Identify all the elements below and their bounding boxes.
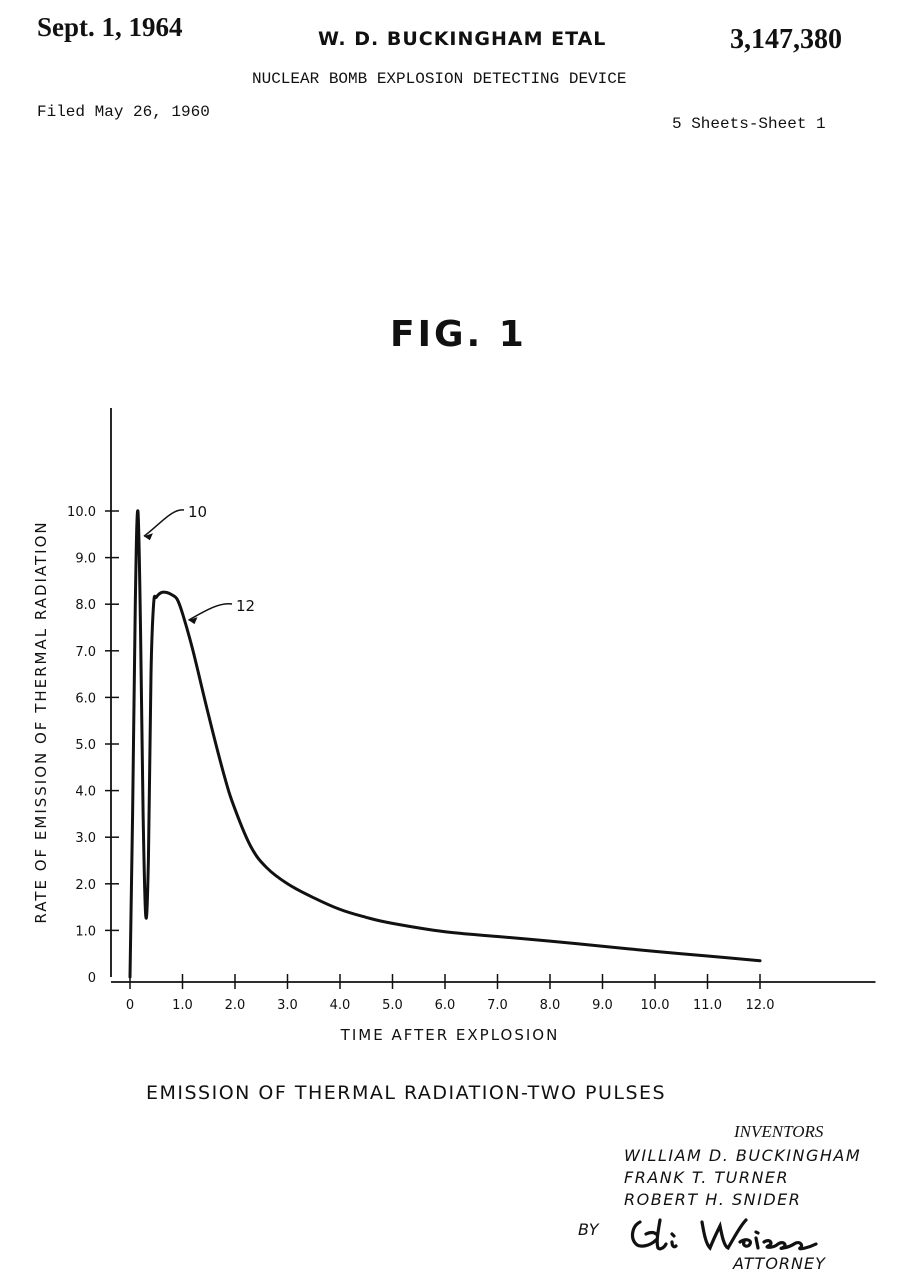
x-tick-label: 4.0 <box>330 998 351 1013</box>
x-tick-label: 12.0 <box>746 998 775 1013</box>
y-tick-label: 4.0 <box>75 785 96 800</box>
x-tick-label: 10.0 <box>641 998 670 1013</box>
emission-curve <box>128 509 762 979</box>
x-tick-label: 0 <box>126 998 134 1013</box>
x-tick-label: 5.0 <box>382 998 403 1013</box>
patent-number: 3,147,380 <box>730 24 842 55</box>
x-tick-label: 1.0 <box>172 998 193 1013</box>
patent-title: NUCLEAR BOMB EXPLOSION DETECTING DEVICE <box>252 70 627 88</box>
chart-ticks: 0 1.0 2.0 3.0 4.0 5.0 6.0 7.0 8.0 9.0 10.0 0 1.0 2.0 3… <box>67 505 774 1013</box>
annotation-label: 12 <box>236 597 255 615</box>
filed-date: Filed May 26, 1960 <box>37 103 210 121</box>
inventor-name: FRANK T. TURNER <box>624 1168 790 1187</box>
annotation-arrowhead <box>188 617 198 625</box>
y-tick-label: 0 <box>88 971 96 986</box>
y-tick-label: 1.0 <box>75 924 96 939</box>
patent-date: Sept. 1, 1964 <box>37 12 183 42</box>
x-tick-label: 8.0 <box>540 998 561 1013</box>
y-tick-label: 10.0 <box>67 505 96 520</box>
x-tick-label: 9.0 <box>592 998 613 1013</box>
x-tick-label: 11.0 <box>693 998 722 1013</box>
inventor-name: ROBERT H. SNIDER <box>624 1190 802 1209</box>
y-tick-label: 8.0 <box>75 598 96 613</box>
x-tick-label: 6.0 <box>435 998 456 1013</box>
y-tick-label: 3.0 <box>75 831 96 846</box>
chart-axes <box>110 408 876 983</box>
inventor-header: W. D. BUCKINGHAM ETAL <box>318 28 607 50</box>
x-tick-label: 7.0 <box>487 998 508 1013</box>
annotation-leader <box>143 509 185 537</box>
sheet-count: 5 Sheets-Sheet 1 <box>672 115 826 133</box>
y-axis-title: RATE OF EMISSION OF THERMAL RADIATION <box>32 520 50 923</box>
x-tick-label: 3.0 <box>277 998 298 1013</box>
y-tick-label: 9.0 <box>75 552 96 567</box>
annotation-leader <box>188 602 233 621</box>
figure-label: FIG. 1 <box>390 314 527 355</box>
by-label: BY <box>578 1220 599 1239</box>
y-tick-label: 6.0 <box>75 691 96 706</box>
annotation-arrowhead <box>143 533 153 541</box>
y-tick-label: 7.0 <box>75 645 96 660</box>
chart-annotations: 10 12 <box>143 503 255 625</box>
inventor-name: WILLIAM D. BUCKINGHAM <box>624 1146 862 1165</box>
x-tick-label: 2.0 <box>225 998 246 1013</box>
figure-caption: EMISSION OF THERMAL RADIATION-TWO PULSES <box>146 1082 667 1104</box>
x-axis-title: TIME AFTER EXPLOSION <box>340 1026 560 1044</box>
annotation-label: 10 <box>188 503 207 521</box>
y-tick-label: 5.0 <box>75 738 96 753</box>
y-tick-label: 2.0 <box>75 878 96 893</box>
inventors-label: INVENTORS <box>734 1122 824 1141</box>
attorney-label: ATTORNEY <box>733 1254 826 1273</box>
attorney-signature <box>630 1218 818 1251</box>
